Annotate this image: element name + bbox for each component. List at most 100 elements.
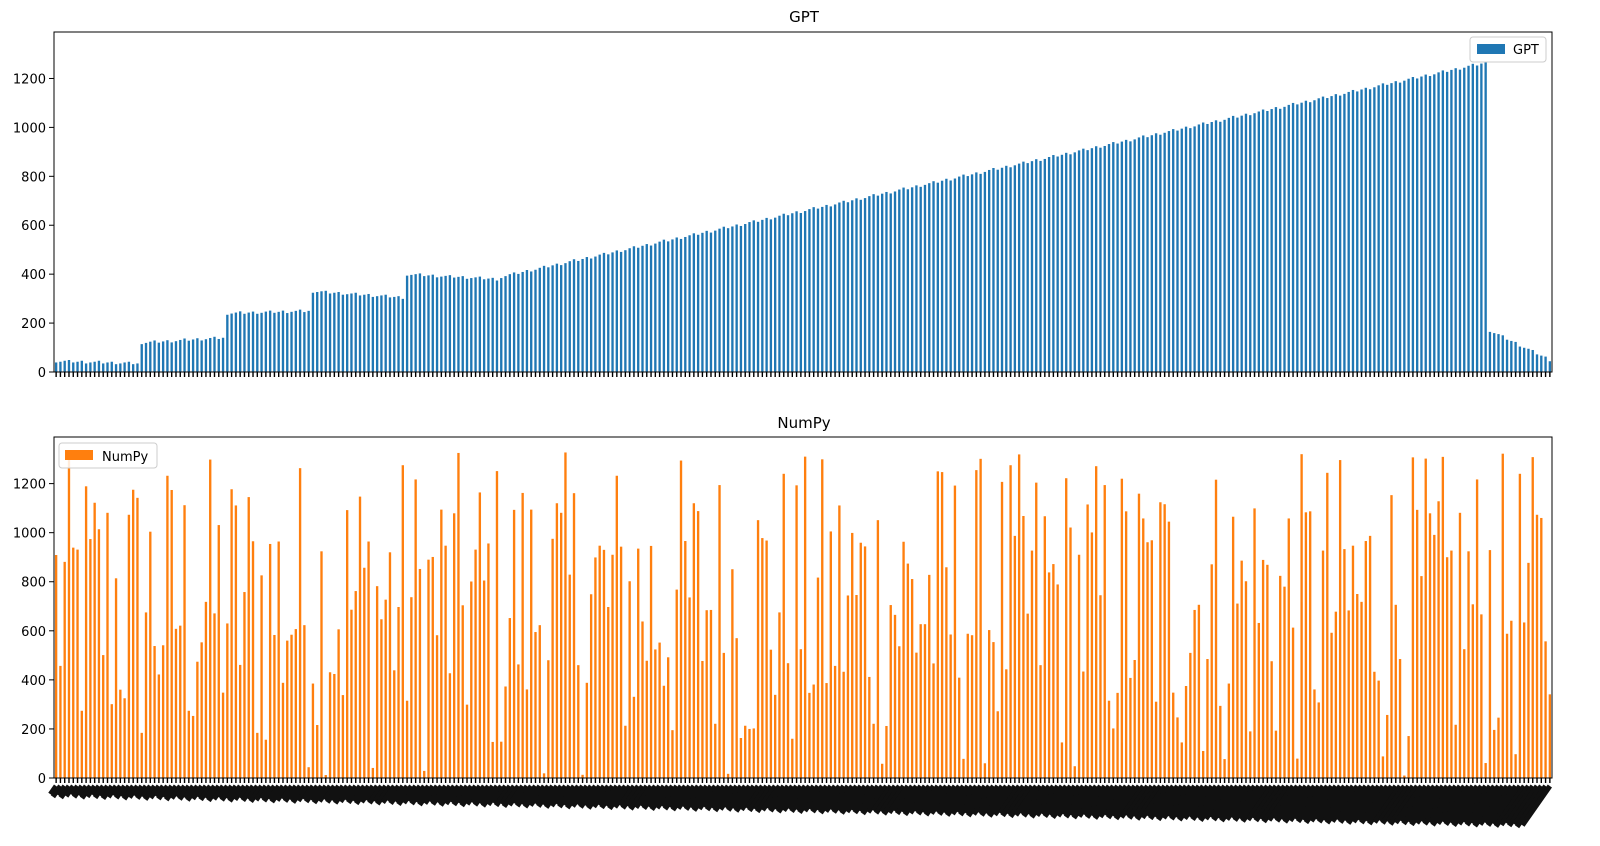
numpy-bar xyxy=(341,695,345,778)
numpy-bar xyxy=(1184,686,1188,778)
gpt-bar xyxy=(1060,154,1064,372)
numpy-bar xyxy=(478,492,482,778)
numpy-bar xyxy=(667,657,670,778)
numpy-legend-label: NumPy xyxy=(102,450,148,465)
gpt-bar xyxy=(1039,160,1042,372)
numpy-xtick-label xyxy=(1324,784,1356,825)
numpy-xtick-label xyxy=(203,784,217,800)
numpy-bar xyxy=(885,725,888,778)
gpt-bar xyxy=(718,228,721,372)
numpy-bar xyxy=(607,607,610,778)
gpt-bar xyxy=(440,276,443,372)
gpt-bar xyxy=(1450,69,1453,372)
gpt-bar xyxy=(1227,117,1231,372)
gpt-bar xyxy=(1167,131,1171,372)
numpy-bar xyxy=(1398,659,1402,778)
gpt-bar xyxy=(1407,78,1410,372)
numpy-xtick-label xyxy=(1219,784,1249,823)
numpy-xtick-label xyxy=(472,784,491,807)
numpy-bar xyxy=(1514,754,1517,778)
gpt-bar xyxy=(1411,77,1415,372)
numpy-xtick-label xyxy=(1472,784,1505,828)
numpy-xtick-label xyxy=(1512,784,1544,826)
numpy-bar xyxy=(1086,504,1089,778)
gpt-bar xyxy=(444,275,447,372)
numpy-bar xyxy=(187,710,190,778)
numpy-xtick-label xyxy=(493,784,512,808)
numpy-xtick-label xyxy=(1499,784,1531,827)
numpy-xtick-label xyxy=(839,784,863,815)
gpt-bar xyxy=(705,230,708,372)
numpy-bar xyxy=(358,496,362,778)
numpy-xtick-label xyxy=(491,784,508,805)
numpy-bar xyxy=(196,661,199,778)
gpt-bar xyxy=(594,256,597,372)
numpy-xtick-label xyxy=(789,784,812,813)
gpt-bar xyxy=(1488,331,1492,372)
gpt-bar xyxy=(1052,155,1055,372)
numpy-x-axis xyxy=(48,778,1552,829)
gpt-bar xyxy=(598,254,601,372)
numpy-xtick-label xyxy=(1013,784,1039,817)
numpy-bar xyxy=(855,594,858,778)
numpy-title: NumPy xyxy=(777,414,830,432)
gpt-bar xyxy=(649,245,653,372)
gpt-bar xyxy=(731,226,734,372)
numpy-bar xyxy=(1480,614,1483,778)
gpt-bar xyxy=(1441,70,1445,373)
gpt-bar xyxy=(799,213,803,372)
numpy-bar xyxy=(239,664,242,778)
gpt-bar xyxy=(1244,113,1248,372)
gpt-bar xyxy=(76,361,79,372)
gpt-bar xyxy=(859,199,862,372)
numpy-bar xyxy=(405,700,409,778)
numpy-xtick-label xyxy=(1005,784,1030,816)
numpy-bar xyxy=(846,595,850,778)
gpt-bar xyxy=(1026,163,1029,372)
numpy-xtick-label xyxy=(726,784,748,812)
gpt-bar xyxy=(1184,126,1188,372)
gpt-bar xyxy=(842,200,845,372)
gpt-bar xyxy=(1300,102,1303,372)
numpy-xtick-label xyxy=(691,784,714,812)
numpy-xtick-label xyxy=(1380,784,1411,825)
numpy-xtick-label xyxy=(979,784,1005,817)
numpy-xtick-label xyxy=(604,784,624,808)
numpy-xtick-label xyxy=(1420,784,1450,824)
gpt-bar xyxy=(825,204,828,372)
numpy-bar xyxy=(1441,456,1445,778)
numpy-xtick-label xyxy=(1401,784,1433,826)
numpy-bar xyxy=(637,548,640,778)
gpt-bar xyxy=(1005,165,1008,372)
gpt-bar xyxy=(84,363,88,372)
numpy-bar xyxy=(346,510,349,778)
gpt-bar xyxy=(290,311,293,372)
numpy-xtick-label xyxy=(1021,784,1047,818)
gpt-bar xyxy=(902,187,905,372)
gpt-bar xyxy=(474,277,477,372)
gpt-bar xyxy=(226,314,229,372)
numpy-bar xyxy=(1433,534,1436,778)
numpy-bar xyxy=(1471,604,1474,778)
gpt-bar xyxy=(491,277,494,372)
gpt-bar xyxy=(277,311,280,372)
gpt-bar xyxy=(268,310,272,372)
numpy-bar xyxy=(191,715,195,778)
numpy-xtick-label xyxy=(367,784,384,805)
gpt-bar xyxy=(1240,115,1243,373)
numpy-xtick-label xyxy=(64,784,76,798)
gpt-bar xyxy=(1338,95,1342,372)
numpy-xtick-label xyxy=(945,784,970,817)
numpy-xtick-label xyxy=(1169,784,1197,821)
numpy-xtick-label xyxy=(174,784,187,799)
gpt-bar xyxy=(979,173,982,372)
gpt-bar xyxy=(397,296,400,372)
numpy-bar xyxy=(825,683,828,778)
gpt-bar xyxy=(1373,87,1376,372)
numpy-bar xyxy=(1338,460,1342,778)
numpy-xtick-label xyxy=(121,784,136,801)
gpt-bar xyxy=(487,278,490,372)
numpy-xtick-label xyxy=(206,784,221,803)
numpy-xtick-label xyxy=(1406,784,1437,824)
numpy-bar xyxy=(547,660,550,778)
